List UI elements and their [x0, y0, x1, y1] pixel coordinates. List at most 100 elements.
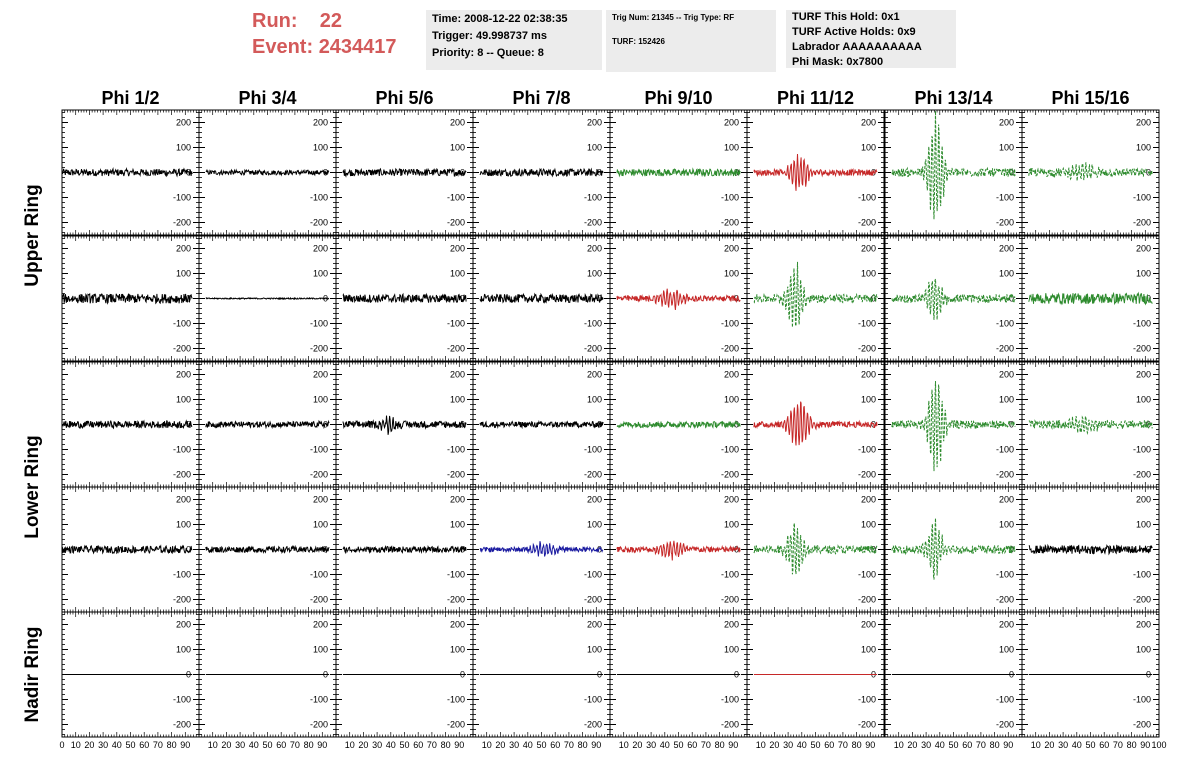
y-tick-label: -100 [858, 570, 876, 580]
waveform-trace [891, 110, 1016, 220]
y-tick-label: -100 [721, 445, 739, 455]
y-tick-label: -200 [721, 595, 739, 605]
y-tick-label: 200 [1136, 244, 1151, 254]
y-tick-label: -200 [584, 218, 602, 228]
waveform-trace [61, 166, 193, 178]
y-tick-label: -200 [173, 595, 191, 605]
y-tick-label: -100 [447, 445, 465, 455]
y-tick-label: 200 [313, 495, 328, 505]
y-tick-label: 200 [450, 370, 465, 380]
y-tick-label: -200 [858, 470, 876, 480]
y-tick-label: -100 [996, 319, 1014, 329]
turf-hold-text: TURF This Hold: 0x1 [792, 11, 900, 23]
ring-label: Upper Ring [22, 184, 43, 286]
waveform-trace [1028, 162, 1153, 181]
y-tick-label: -200 [996, 470, 1014, 480]
event-label: Event: [252, 36, 314, 58]
waveform-trace [753, 153, 878, 191]
column-title: Phi 15/16 [1051, 88, 1129, 108]
waveform-trace [616, 288, 741, 311]
y-tick-label: 100 [176, 520, 191, 530]
y-tick-label: -200 [310, 595, 328, 605]
waveform-trace [205, 544, 330, 555]
waveform-trace [891, 278, 1016, 320]
y-tick-label: -100 [1133, 319, 1151, 329]
waveform-trace [61, 544, 193, 555]
y-tick-label: -200 [310, 344, 328, 354]
y-tick-label: -100 [173, 570, 191, 580]
trigger-info-box: Trig Num: 21345 -- Trig Type: RF TURF: 1… [606, 10, 776, 72]
y-tick-label: 100 [999, 520, 1014, 530]
y-tick-label: -200 [310, 470, 328, 480]
y-tick-label: 100 [587, 269, 602, 279]
y-tick-label: 100 [587, 520, 602, 530]
waveform-trace [205, 296, 330, 301]
labrador-text: Labrador AAAAAAAAAA [792, 41, 922, 53]
y-tick-label: -100 [996, 445, 1014, 455]
y-tick-label: -100 [173, 193, 191, 203]
column-title: Phi 3/4 [238, 88, 296, 108]
y-tick-label: 200 [861, 495, 876, 505]
y-tick-label: 200 [176, 244, 191, 254]
y-tick-label: 100 [450, 143, 465, 153]
y-tick-label: -100 [584, 193, 602, 203]
y-tick-label: -100 [858, 319, 876, 329]
y-tick-label: 100 [313, 395, 328, 405]
y-tick-label: -100 [1133, 193, 1151, 203]
y-tick-label: -200 [721, 344, 739, 354]
waveform-trace [616, 540, 741, 561]
y-tick-label: -200 [721, 470, 739, 480]
waveform-trace [1028, 291, 1153, 306]
turf-info-box: TURF This Hold: 0x1 TURF Active Holds: 0… [786, 10, 956, 68]
y-tick-label: -200 [310, 218, 328, 228]
y-tick-label: 100 [1136, 395, 1151, 405]
y-tick-label: -100 [447, 319, 465, 329]
y-tick-label: 0 [1146, 294, 1151, 304]
y-tick-label: 100 [176, 395, 191, 405]
y-tick-label: -100 [310, 445, 328, 455]
y-tick-label: -100 [584, 570, 602, 580]
y-tick-label: 100 [450, 520, 465, 530]
y-tick-label: 100 [587, 395, 602, 405]
waveform-trace [61, 419, 193, 430]
y-tick-label: 100 [450, 395, 465, 405]
y-tick-label: -200 [858, 218, 876, 228]
y-tick-label: -100 [858, 445, 876, 455]
y-tick-label: -100 [310, 319, 328, 329]
waveform-trace [1028, 415, 1153, 435]
waveform-trace [891, 380, 1016, 472]
y-tick-label: 100 [861, 520, 876, 530]
y-tick-label: 100 [999, 269, 1014, 279]
waveform-trace [205, 419, 330, 430]
y-tick-label: 100 [1136, 143, 1151, 153]
waveform-trace [61, 292, 193, 305]
y-tick-label: -100 [447, 570, 465, 580]
y-tick-label: 200 [861, 118, 876, 128]
y-tick-label: 200 [587, 495, 602, 505]
y-tick-label: 100 [1136, 269, 1151, 279]
y-tick-label: -100 [173, 445, 191, 455]
trig-num-text: Trig Num: 21345 -- Trig Type: RF [612, 13, 735, 22]
y-tick-label: -200 [584, 595, 602, 605]
waveform-trace [753, 523, 878, 575]
y-tick-label: 0 [186, 420, 191, 430]
waveform-trace [342, 544, 467, 555]
y-tick-label: 200 [724, 370, 739, 380]
y-tick-label: 100 [724, 269, 739, 279]
y-tick-label: 200 [176, 495, 191, 505]
y-tick-label: -200 [996, 218, 1014, 228]
y-tick-label: -200 [858, 344, 876, 354]
turf-active-text: TURF Active Holds: 0x9 [792, 26, 916, 38]
column-title: Phi 1/2 [101, 88, 159, 108]
y-tick-label: 0 [1009, 294, 1014, 304]
y-tick-label: 200 [999, 244, 1014, 254]
y-tick-label: -100 [447, 193, 465, 203]
y-tick-label: 100 [724, 520, 739, 530]
waveform-trace [479, 541, 604, 557]
y-tick-label: 200 [724, 495, 739, 505]
waveform-trace [616, 167, 741, 178]
y-tick-label: 200 [587, 118, 602, 128]
time-text: Time: 2008-12-22 02:38:35 [432, 13, 568, 25]
y-tick-label: -100 [721, 319, 739, 329]
